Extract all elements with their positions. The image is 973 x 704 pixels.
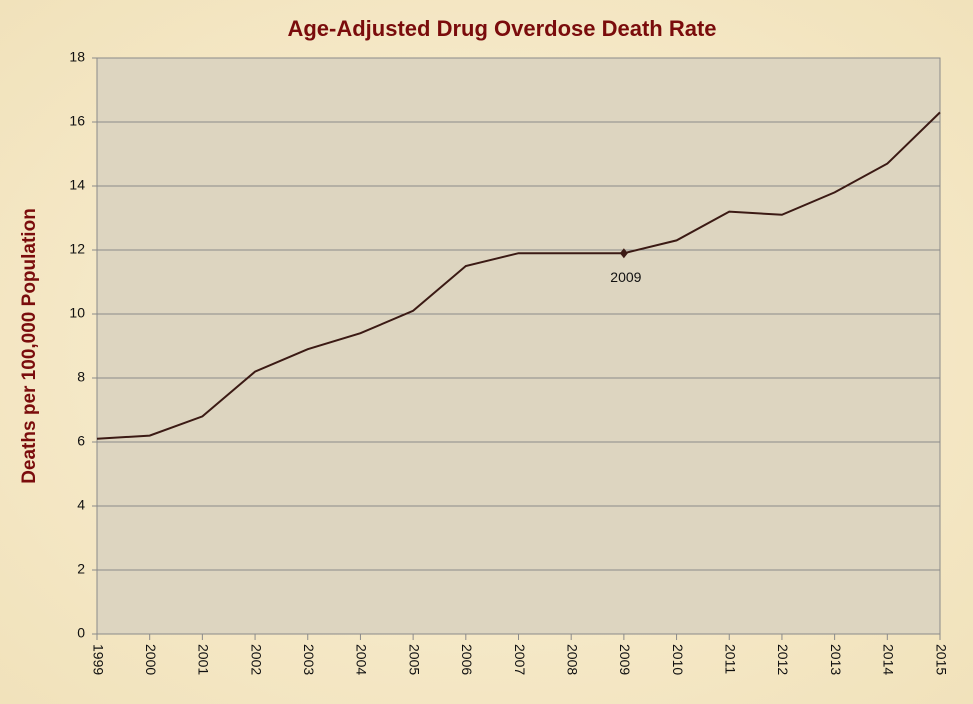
x-tick-label: 2007 — [512, 644, 528, 675]
annotation: 2009 — [610, 269, 641, 285]
x-tick-label: 2008 — [564, 644, 580, 675]
y-tick-label: 4 — [77, 497, 85, 513]
y-tick-label: 2 — [77, 561, 85, 577]
x-tick-label: 2010 — [670, 644, 686, 675]
x-tick-label: 2004 — [354, 644, 370, 675]
x-tick-label: 2012 — [775, 644, 791, 675]
y-tick-label: 16 — [69, 113, 85, 129]
x-tick-label: 2015 — [933, 644, 949, 675]
y-tick-label: 10 — [69, 305, 85, 321]
x-tick-label: 2009 — [617, 644, 633, 675]
x-tick-label: 2001 — [196, 644, 212, 675]
y-tick-label: 0 — [77, 625, 85, 641]
x-tick-label: 2000 — [143, 644, 159, 675]
y-tick-label: 12 — [69, 241, 85, 257]
x-tick-label: 2002 — [248, 644, 264, 675]
x-tick-label: 2006 — [459, 644, 475, 675]
data-line — [96, 111, 941, 440]
chart-title: Age-Adjusted Drug Overdose Death Rate — [287, 16, 716, 41]
x-tick-label: 2013 — [828, 644, 844, 675]
plot-area — [96, 57, 941, 635]
y-tick-label: 14 — [69, 177, 85, 193]
y-tick-label: 18 — [69, 49, 85, 65]
x-tick-label: 2005 — [406, 644, 422, 675]
y-tick-label: 6 — [77, 433, 85, 449]
x-tick-label: 2011 — [723, 644, 739, 674]
y-axis-label: Deaths per 100,000 Population — [19, 208, 40, 484]
annotation-marker — [619, 248, 628, 259]
x-tick-label: 1999 — [90, 644, 106, 675]
x-tick-label: 2014 — [881, 644, 897, 675]
y-tick-label: 8 — [77, 369, 85, 385]
x-tick-label: 2003 — [301, 644, 317, 675]
